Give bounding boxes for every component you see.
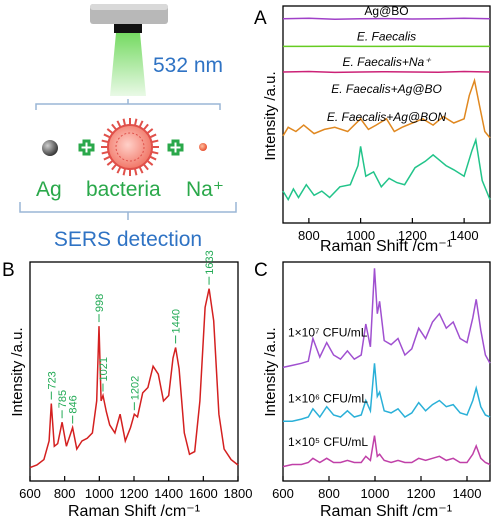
plot-b [29,288,239,469]
plus-icon [78,139,95,156]
peak-label: 1021 [98,357,110,381]
plot-frame-b [29,261,239,482]
plot-a: Ag@BO E. Faecalis E. Faecalis+Na⁺ E. Faecal… [282,4,491,202]
x-tick-label: 800 [54,486,76,501]
series-line [29,288,239,469]
y-axis-label-a: Intensity /a.u. [262,71,279,160]
item-ag: Ag [36,178,62,201]
series-label: E. Faecalis+Ag@BO [331,82,442,96]
series-line [282,435,491,468]
x-tick-label: 1000 [361,486,390,501]
x-tick-label: 1400 [453,486,482,501]
x-tick-label: 600 [19,486,41,501]
series-label: Ag@BO [364,4,408,18]
laser-head-icon [90,4,168,33]
series-label: 1×10⁵ CFU/mL [288,435,368,449]
x-axis-label-c: Raman Shift /cm⁻¹ [320,503,452,520]
peak-label: 1633 [204,250,216,274]
x-tick-label: 1600 [189,486,218,501]
x-axis-label-b: Raman Shift /cm⁻¹ [68,503,200,520]
series-line [282,268,491,369]
bottom-bracket [19,202,237,220]
peak-label: 846 [68,395,80,413]
series-line [282,17,491,20]
caption: SERS detection [54,228,202,251]
laser-beam [110,33,146,96]
x-tick-label: 1400 [450,228,479,243]
series-label: 1×10⁶ CFU/mL [288,392,368,406]
x-tick-label: 1000 [85,486,114,501]
x-tick-label: 1000 [346,228,375,243]
series-label: E. Faecalis [357,29,416,43]
bacteria-icon [101,118,159,176]
peak-label: 723 [46,371,58,389]
plus-icon [167,139,184,156]
item-na: Na⁺ [186,178,224,201]
peak-label: 998 [94,294,106,312]
panel-label-a: A [254,8,267,29]
x-ticks-b: 600 800 1000 1200 1400 1600 1800 [19,476,252,501]
series-line [282,77,491,139]
x-tick-label: 800 [298,228,320,243]
x-tick-label: 1200 [398,228,427,243]
x-tick-label: 1200 [407,486,436,501]
series-label: E. Faecalis+Na⁺ [342,55,432,69]
peak-label: 785 [57,390,69,408]
peak-label: 1202 [129,376,141,400]
silver-sphere-icon [42,140,58,156]
x-tick-label: 1800 [224,486,253,501]
wavelength-label: 532 nm [153,54,223,77]
x-tick-label: 1200 [120,486,149,501]
series-line [282,70,491,74]
plot-frame-c [282,261,491,482]
panel-a: A Ag@BO E. Faecalis E. Faecalis+Na⁺ E. Faec… [254,4,491,255]
y-axis-label-c: Intensity /a.u. [262,327,279,416]
sodium-ion-icon [199,143,207,151]
schematic: 532 nm Ag bacteria Na⁺ SERS detection [19,4,237,251]
x-ticks-a: 800 1000 1200 1400 [298,218,479,243]
series-line [283,363,491,422]
series-line [282,137,491,202]
item-bacteria: bacteria [86,178,161,201]
peak-label: 1440 [171,309,183,333]
series-label: 1×10⁷ CFU/mL [288,326,368,340]
x-tick-label: 800 [318,486,340,501]
plot-c: 1×10⁷ CFU/mL 1×10⁶ CFU/mL 1×10⁵ CFU/mL [282,268,491,468]
panel-label-c: C [254,260,268,281]
panel-c: C 1×10⁷ CFU/mL 1×10⁶ CFU/mL 1×10⁵ CFU/mL 6… [254,260,491,520]
panel-label-b: B [2,260,15,281]
x-tick-label: 1400 [154,486,183,501]
top-bracket [35,99,221,110]
x-ticks-c: 600 800 1000 1200 1400 [272,476,481,501]
series-label: E. Faecalis+Ag@BON [327,110,447,124]
plot-frame-a [282,5,491,224]
y-axis-label-b: Intensity /a.u. [9,327,26,416]
x-axis-label-a: Raman Shift /cm⁻¹ [320,238,452,255]
x-tick-label: 600 [272,486,294,501]
